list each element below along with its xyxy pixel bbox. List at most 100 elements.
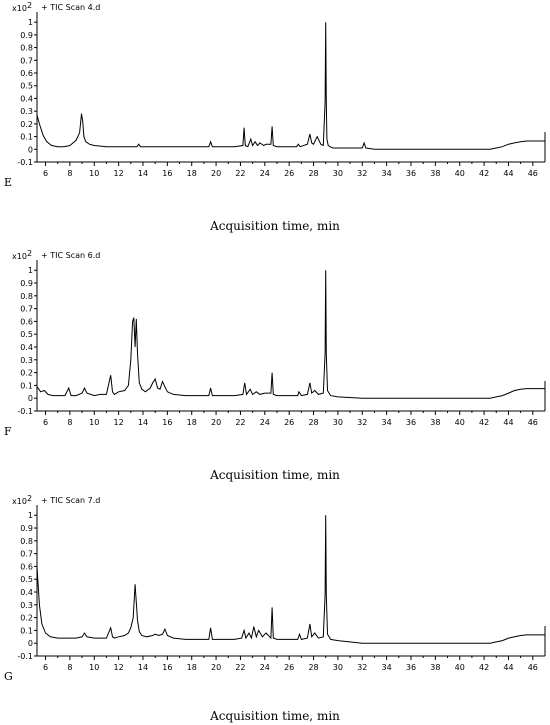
x-tick-label: 28 (308, 418, 318, 427)
x-tick-label: 24 (260, 169, 270, 178)
y-tick-label: 1 (28, 18, 33, 27)
y-tick-label: 0.2 (20, 120, 33, 129)
y-tick-label: 0.4 (20, 343, 33, 352)
x-tick-label: 6 (43, 169, 48, 178)
y-tick-label: 0.4 (20, 588, 33, 597)
y-tick-label: 0.6 (20, 317, 33, 326)
x-tick-label: 22 (235, 418, 245, 427)
y-scale-exponent: 2 (27, 1, 32, 10)
y-tick-label: 0.6 (20, 69, 33, 78)
x-axis-label: Acquisition time, min (209, 468, 340, 482)
x-tick-label: 30 (333, 418, 343, 427)
x-tick-label: 38 (430, 418, 440, 427)
y-tick-label: -0.1 (17, 652, 33, 661)
x-tick-label: 26 (284, 418, 294, 427)
x-tick-label: 36 (406, 418, 416, 427)
y-tick-label: 0 (28, 145, 33, 154)
x-tick-label: 8 (67, 169, 72, 178)
chart-title: + TIC Scan 4.d (41, 3, 100, 12)
y-tick-label: 0.9 (20, 31, 33, 40)
x-tick-label: 46 (528, 169, 538, 178)
x-tick-label: 32 (357, 663, 367, 672)
y-tick-label: 0.5 (20, 330, 33, 339)
y-tick-label: 0.8 (20, 44, 33, 53)
x-tick-label: 46 (528, 418, 538, 427)
x-tick-label: 20 (211, 663, 221, 672)
x-tick-label: 8 (67, 663, 72, 672)
y-tick-label: 0.9 (20, 279, 33, 288)
tic-trace-line (36, 515, 545, 644)
x-tick-label: 6 (43, 663, 48, 672)
x-tick-label: 34 (382, 663, 392, 672)
y-tick-label: 0.8 (20, 537, 33, 546)
x-tick-label: 20 (211, 418, 221, 427)
y-tick-label: 1 (28, 511, 33, 520)
x-tick-label: 22 (235, 663, 245, 672)
y-tick-label: 0.7 (20, 56, 33, 65)
x-tick-label: 28 (308, 169, 318, 178)
chart-title: + TIC Scan 7.d (41, 496, 100, 505)
x-tick-label: 24 (260, 663, 270, 672)
x-tick-label: 38 (430, 169, 440, 178)
y-tick-label: 0.6 (20, 562, 33, 571)
chart-title: + TIC Scan 6.d (41, 251, 100, 260)
x-tick-label: 16 (162, 663, 172, 672)
panel-letter: G (4, 670, 13, 683)
tic-trace-line (36, 270, 545, 399)
x-tick-label: 24 (260, 418, 270, 427)
y-scale-label: x10 (12, 4, 27, 13)
x-tick-label: 30 (333, 169, 343, 178)
x-tick-label: 42 (479, 169, 489, 178)
x-tick-label: 20 (211, 169, 221, 178)
x-tick-label: 8 (67, 418, 72, 427)
y-tick-label: 1 (28, 266, 33, 275)
x-tick-label: 42 (479, 418, 489, 427)
y-tick-label: 0.8 (20, 292, 33, 301)
x-tick-label: 18 (187, 418, 197, 427)
x-tick-label: 12 (114, 169, 124, 178)
x-tick-label: 18 (187, 663, 197, 672)
y-tick-label: 0.1 (20, 133, 33, 142)
y-tick-label: 0.5 (20, 575, 33, 584)
y-tick-label: 0.2 (20, 614, 33, 623)
x-axis-label: Acquisition time, min (209, 709, 340, 723)
x-tick-label: 14 (138, 169, 148, 178)
y-tick-label: 0.4 (20, 94, 33, 103)
y-tick-label: 0 (28, 639, 33, 648)
x-tick-label: 10 (89, 663, 99, 672)
x-tick-label: 44 (503, 663, 513, 672)
y-scale-label: x10 (12, 252, 27, 261)
x-tick-label: 40 (455, 169, 465, 178)
x-tick-label: 30 (333, 663, 343, 672)
x-tick-label: 46 (528, 663, 538, 672)
chart-panel-3: x10 2 + TIC Scan 7.d -0.1 0 0.1 0.2 0.3 0.4 0.5 0.… (4, 425, 546, 672)
x-tick-label: 40 (455, 418, 465, 427)
x-tick-label: 14 (138, 418, 148, 427)
x-tick-label: 42 (479, 663, 489, 672)
x-tick-label: 12 (114, 663, 124, 672)
x-tick-label: 28 (308, 663, 318, 672)
tic-trace-line (36, 22, 545, 150)
x-tick-label: 40 (455, 663, 465, 672)
x-tick-label: 18 (187, 169, 197, 178)
y-tick-label: 0.5 (20, 82, 33, 91)
x-tick-label: 10 (89, 169, 99, 178)
y-tick-label: 0.1 (20, 381, 33, 390)
y-scale-exponent: 2 (27, 494, 32, 503)
x-tick-label: 32 (357, 169, 367, 178)
y-tick-label: 0.1 (20, 626, 33, 635)
x-tick-label: 44 (503, 169, 513, 178)
x-tick-label: 22 (235, 169, 245, 178)
panel-letter: E (4, 176, 12, 189)
y-tick-label: 0.2 (20, 369, 33, 378)
x-tick-label: 36 (406, 169, 416, 178)
x-tick-label: 12 (114, 418, 124, 427)
y-tick-label: 0.3 (20, 601, 33, 610)
y-scale-label: x10 (12, 497, 27, 506)
x-tick-label: 34 (382, 418, 392, 427)
x-tick-label: 16 (162, 169, 172, 178)
y-tick-label: 0.7 (20, 305, 33, 314)
x-tick-label: 6 (43, 418, 48, 427)
x-tick-label: 14 (138, 663, 148, 672)
